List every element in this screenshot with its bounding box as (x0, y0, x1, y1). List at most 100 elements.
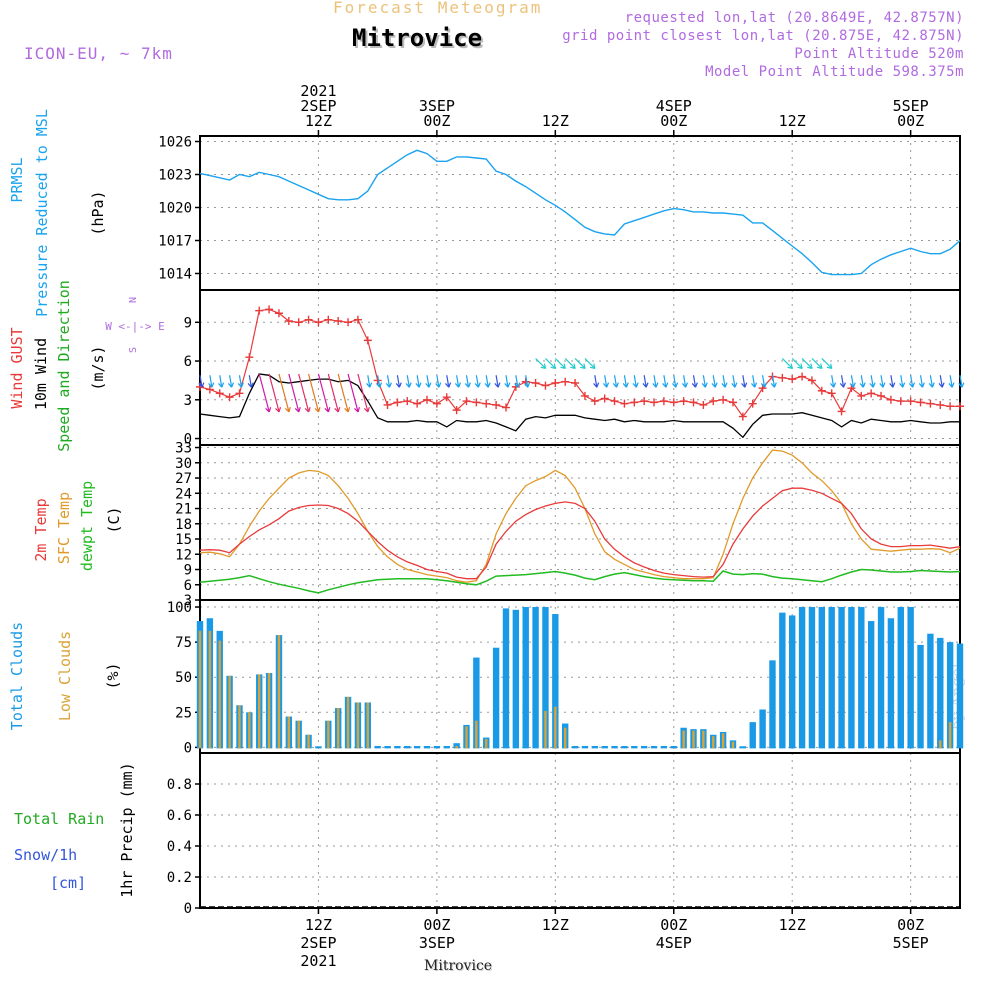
x-label-bottom: 2SEP (300, 934, 336, 952)
wind-arrow (939, 375, 943, 388)
total-cloud-bar (315, 746, 322, 749)
wind-arrow (307, 373, 320, 413)
rain-label: Total Rain (14, 810, 104, 828)
total-cloud-bar (443, 745, 450, 749)
low-cloud-bar (248, 712, 251, 749)
wind-arrow-head (672, 382, 679, 388)
y-tick-label: 6 (184, 354, 192, 370)
wind-arrow-head (514, 382, 521, 388)
y-tick-label: 1017 (158, 234, 192, 250)
y-tick-label: 1026 (158, 135, 192, 151)
gust-marker (748, 399, 757, 408)
wind-arrow (357, 373, 369, 413)
wind-arrow (426, 375, 430, 388)
total-cloud-bar (394, 745, 401, 749)
low-cloud-bar (228, 675, 231, 749)
y-tick-label: 0.8 (167, 777, 192, 793)
wind-arrow-head (711, 382, 718, 388)
chart-subtitle: Forecast Meteogram (333, 0, 543, 17)
total-cloud-bar (887, 618, 895, 749)
snow-unit-label: [cm] (50, 874, 86, 892)
wind-arrow (762, 375, 766, 388)
wind-arrow-head (879, 382, 886, 388)
wind-arrow-head (889, 382, 896, 388)
wind-arrow (248, 375, 252, 388)
wind-arrow-head (494, 382, 501, 388)
wind-arrow-head (366, 382, 373, 388)
wind-arrow (347, 373, 359, 413)
wind-arrow-head (425, 382, 432, 388)
wind-arrow-head (540, 363, 547, 370)
y-tick-label: 0.6 (167, 808, 192, 824)
model-label: ICON-EU, ~ 7km (24, 44, 173, 63)
gust-marker (541, 381, 550, 390)
total-cloud-bar (897, 607, 904, 749)
x-label-bottom: 3SEP (419, 934, 455, 952)
wind-arrow (929, 375, 933, 388)
y-tick-label: 1020 (158, 201, 192, 217)
low-cloud-bar (485, 738, 488, 749)
wind-arrow (663, 375, 667, 388)
wind-arrow (791, 358, 803, 369)
wind-arrow (890, 375, 894, 388)
gust-marker (867, 389, 876, 398)
wind-arrow (840, 375, 845, 388)
panel-frame (199, 135, 961, 291)
total-cloud-bar (453, 743, 460, 749)
wind-arrow (850, 375, 855, 388)
wind-arrow-head (208, 382, 215, 388)
x-label-top: 00Z (897, 112, 924, 130)
total-cloud-bar (404, 745, 411, 749)
wind-arrow-head (237, 382, 244, 388)
y-tick-label: 1023 (158, 168, 192, 184)
wind-arrow (238, 375, 243, 388)
compass-axis: W <-|-> E (105, 320, 165, 333)
gust-marker (778, 373, 787, 382)
wind-arrow (229, 375, 233, 388)
low-cloud-bar (682, 730, 685, 749)
y-tick-label: 3 (184, 393, 192, 409)
y-tick-label: 0 (184, 432, 192, 448)
total-cloud-bar (532, 607, 539, 749)
wind-arrow-head (395, 382, 402, 388)
low-cloud-bar (208, 630, 212, 749)
temp-2m-line (199, 487, 961, 580)
wind-arrow-head (958, 382, 965, 388)
x-label-top: 12Z (779, 112, 806, 130)
wind-arrow (446, 375, 450, 388)
wind-arrow (298, 373, 310, 413)
wind-arrow (367, 375, 371, 388)
wind-arrow (258, 373, 270, 413)
wind-arrow-head (454, 382, 462, 388)
low-clouds-label: Low Clouds (56, 631, 74, 721)
gust-marker (225, 393, 234, 402)
gust-marker (936, 400, 945, 409)
wind-arrow-head (198, 382, 205, 388)
wind-arrow (613, 375, 618, 388)
total-cloud-bar (591, 745, 599, 749)
total-cloud-bar (650, 745, 658, 749)
pressure-label: PRMSL (8, 157, 26, 202)
wind-arrow-head (435, 382, 442, 388)
wind-arrow (683, 375, 687, 388)
low-cloud-bar (346, 696, 350, 749)
wind-arrow (919, 375, 924, 388)
low-cloud-bar (277, 635, 281, 749)
gust-marker (827, 389, 836, 398)
total-cloud-bar (433, 745, 441, 749)
wind-arrow-head (474, 382, 481, 388)
total-cloud-bar (779, 612, 786, 749)
wind-arrow-head (580, 363, 586, 370)
low-cloud-bar (554, 706, 557, 749)
wind-arrow (574, 358, 586, 369)
wind-arrow (860, 375, 864, 388)
gust-marker (709, 397, 718, 406)
x-label-top: 5SEP (893, 97, 929, 115)
total-cloud-bar (611, 745, 618, 749)
wind-unit-label: (m/s) (89, 345, 107, 390)
x-label-top: 2SEP (300, 97, 336, 115)
low-cloud-bar (939, 740, 942, 749)
wind-arrow (702, 375, 706, 388)
wind-arrow-head (363, 406, 370, 413)
